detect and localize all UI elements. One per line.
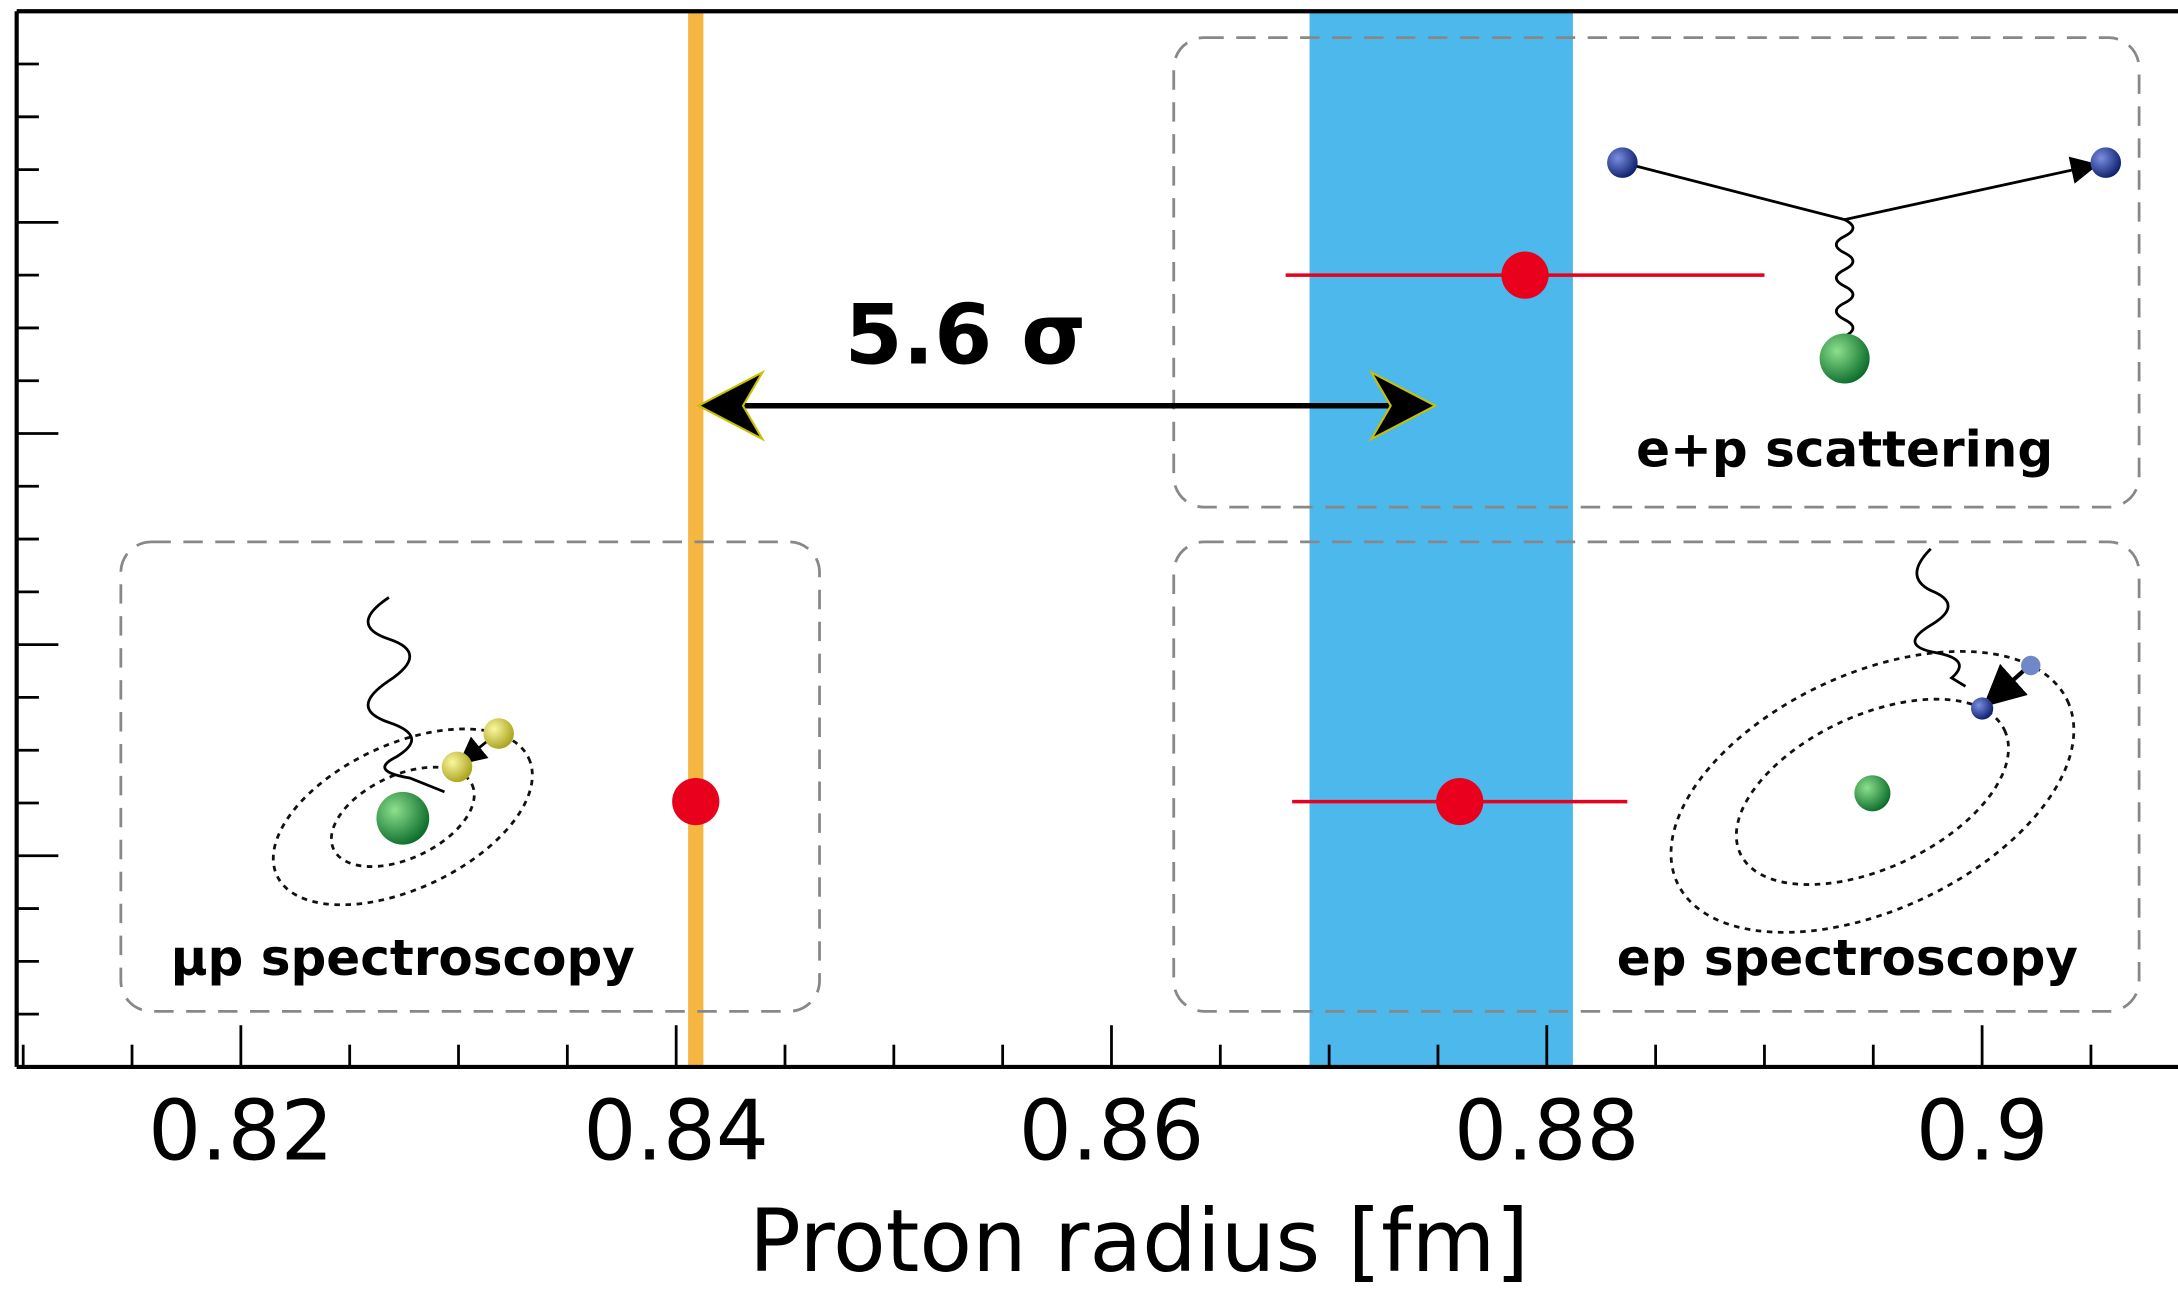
x-tick-label: 0.82 bbox=[148, 1082, 334, 1179]
uncertainty-band bbox=[1309, 11, 1573, 1067]
background-layer bbox=[688, 11, 1573, 1067]
x-tick-label: 0.86 bbox=[1019, 1082, 1205, 1179]
series-label: ep spectroscopy bbox=[1617, 929, 2078, 987]
series-label: μp spectroscopy bbox=[171, 929, 635, 987]
scattering-diagram bbox=[1607, 147, 2122, 384]
x-tick-label: 0.84 bbox=[583, 1082, 769, 1179]
muon-diagram bbox=[271, 596, 534, 907]
inset-box bbox=[119, 540, 821, 1013]
x-axis-label: Proton radius [fm] bbox=[749, 1192, 1529, 1292]
data-point bbox=[672, 777, 720, 826]
x-tick-label: 0.9 bbox=[1916, 1082, 2049, 1179]
annotation-text: 5.6 σ bbox=[845, 286, 1087, 383]
inset-box bbox=[1172, 36, 2141, 509]
arrow-head bbox=[696, 369, 766, 442]
data-point bbox=[1436, 777, 1484, 826]
inset-box bbox=[1172, 540, 2141, 1013]
series-label: e+p scattering bbox=[1636, 420, 2053, 478]
data-point bbox=[1501, 251, 1549, 299]
hydrogen-diagram bbox=[1669, 547, 2076, 934]
arrow-head bbox=[1368, 369, 1438, 442]
x-tick-label: 0.88 bbox=[1454, 1082, 1640, 1179]
